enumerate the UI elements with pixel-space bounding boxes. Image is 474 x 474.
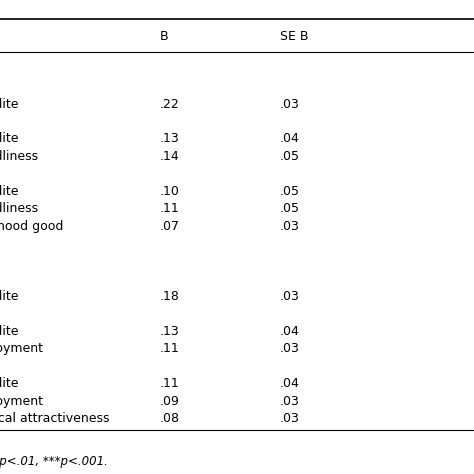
Text: .11: .11 [160,343,180,356]
Text: Employment: Employment [0,395,44,408]
Text: .10: .10 [160,185,180,198]
Text: .11: .11 [160,202,180,216]
Text: .05: .05 [280,185,300,198]
Text: .03: .03 [280,395,300,408]
Text: Socialite: Socialite [0,325,18,338]
Text: Physical attractiveness: Physical attractiveness [0,412,109,426]
Text: Socialite: Socialite [0,377,18,391]
Text: .14: .14 [160,150,180,163]
Text: .13: .13 [160,133,180,146]
Text: .13: .13 [160,325,180,338]
Text: .04: .04 [280,133,300,146]
Text: .03: .03 [280,412,300,426]
Text: .03: .03 [280,343,300,356]
Text: .03: .03 [280,98,300,110]
Text: SE B: SE B [280,29,309,43]
Text: .08: .08 [160,412,180,426]
Text: Socialite: Socialite [0,290,18,303]
Text: B: B [160,29,169,43]
Text: Socialite: Socialite [0,98,18,110]
Text: .18: .18 [160,290,180,303]
Text: .03: .03 [280,220,300,233]
Text: .11: .11 [160,377,180,391]
Text: .05: .05 [280,202,300,216]
Text: .04: .04 [280,377,300,391]
Text: .03: .03 [280,290,300,303]
Text: Friendliness: Friendliness [0,150,39,163]
Text: .22: .22 [160,98,180,110]
Text: Likelihood good: Likelihood good [0,220,64,233]
Text: *p<.05, **p<.01, ***p<.001.: *p<.05, **p<.01, ***p<.001. [0,456,108,468]
Text: .09: .09 [160,395,180,408]
Text: Employment: Employment [0,343,44,356]
Text: .05: .05 [280,150,300,163]
Text: Socialite: Socialite [0,185,18,198]
Text: .04: .04 [280,325,300,338]
Text: Friendliness: Friendliness [0,202,39,216]
Text: Socialite: Socialite [0,133,18,146]
Text: .07: .07 [160,220,180,233]
